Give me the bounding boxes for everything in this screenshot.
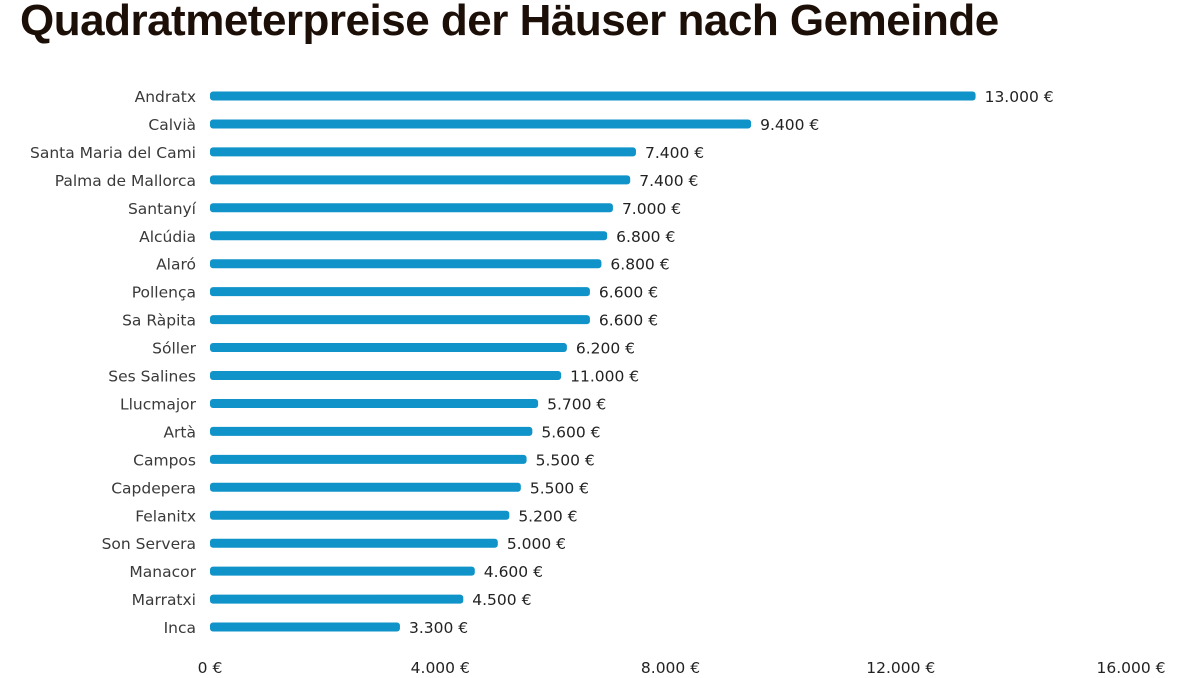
category-label: Ses Salines [108, 368, 196, 386]
bar [210, 287, 590, 297]
bar [210, 147, 636, 157]
x-tick-label: 0 € [198, 659, 223, 677]
data-label: 4.600 € [484, 563, 543, 581]
data-label: 11.000 € [570, 368, 639, 386]
category-label: Palma de Mallorca [55, 172, 196, 190]
bar [210, 510, 510, 520]
data-label: 5.700 € [547, 395, 606, 413]
chart-title: Quadratmeterpreise der Häuser nach Gemei… [20, 0, 999, 45]
category-label: Santanyí [128, 200, 197, 218]
bar [210, 594, 464, 604]
bar [210, 371, 562, 380]
category-label: Capdepera [111, 479, 196, 497]
data-label: 6.800 € [610, 256, 669, 274]
x-tick-label: 12.000 € [866, 659, 935, 677]
bar [210, 119, 752, 129]
category-label: Sóller [152, 340, 196, 358]
data-label: 6.200 € [576, 340, 635, 358]
data-label: 6.600 € [599, 312, 658, 330]
data-label: 13.000 € [985, 88, 1054, 106]
category-label: Alaró [156, 256, 196, 274]
category-label: Son Servera [102, 535, 196, 553]
bar [210, 622, 400, 632]
category-label: Sa Ràpita [122, 312, 196, 330]
data-label: 4.500 € [472, 591, 531, 609]
category-label: Marratxi [132, 591, 196, 609]
data-label: 6.800 € [616, 228, 675, 246]
category-label: Pollença [132, 284, 196, 302]
bar [210, 454, 527, 464]
bar [210, 203, 613, 213]
bar [210, 259, 602, 269]
bar [210, 91, 976, 101]
data-label: 6.600 € [599, 284, 658, 302]
category-label: Andratx [135, 88, 196, 106]
data-label: 7.000 € [622, 200, 681, 218]
bar [210, 538, 498, 548]
x-tick-label: 4.000 € [411, 659, 470, 677]
data-label: 5.600 € [541, 423, 600, 441]
bar [210, 398, 539, 408]
data-label: 9.400 € [760, 116, 819, 134]
data-label: 5.000 € [507, 535, 566, 553]
category-label: Calvià [148, 116, 196, 134]
data-label: 5.500 € [536, 451, 595, 469]
category-label: Inca [164, 619, 196, 637]
bar [210, 343, 567, 353]
bar [210, 315, 590, 325]
category-label: Manacor [129, 563, 196, 581]
data-label: 7.400 € [639, 172, 698, 190]
bar [210, 482, 521, 492]
bar [210, 566, 475, 576]
data-label: 5.200 € [518, 507, 577, 525]
data-label: 7.400 € [645, 144, 704, 162]
x-tick-label: 16.000 € [1096, 659, 1165, 677]
category-label: Santa Maria del Cami [30, 144, 196, 162]
category-label: Campos [133, 451, 196, 469]
x-tick-label: 8.000 € [641, 659, 700, 677]
category-label: Alcúdia [139, 228, 196, 246]
data-label: 5.500 € [530, 479, 589, 497]
category-label: Llucmajor [120, 395, 197, 413]
category-label: Artà [163, 423, 196, 441]
bar [210, 231, 608, 241]
category-label: Felanitx [135, 507, 196, 525]
bar [210, 175, 631, 185]
bar [210, 426, 533, 436]
data-label: 3.300 € [409, 619, 468, 637]
